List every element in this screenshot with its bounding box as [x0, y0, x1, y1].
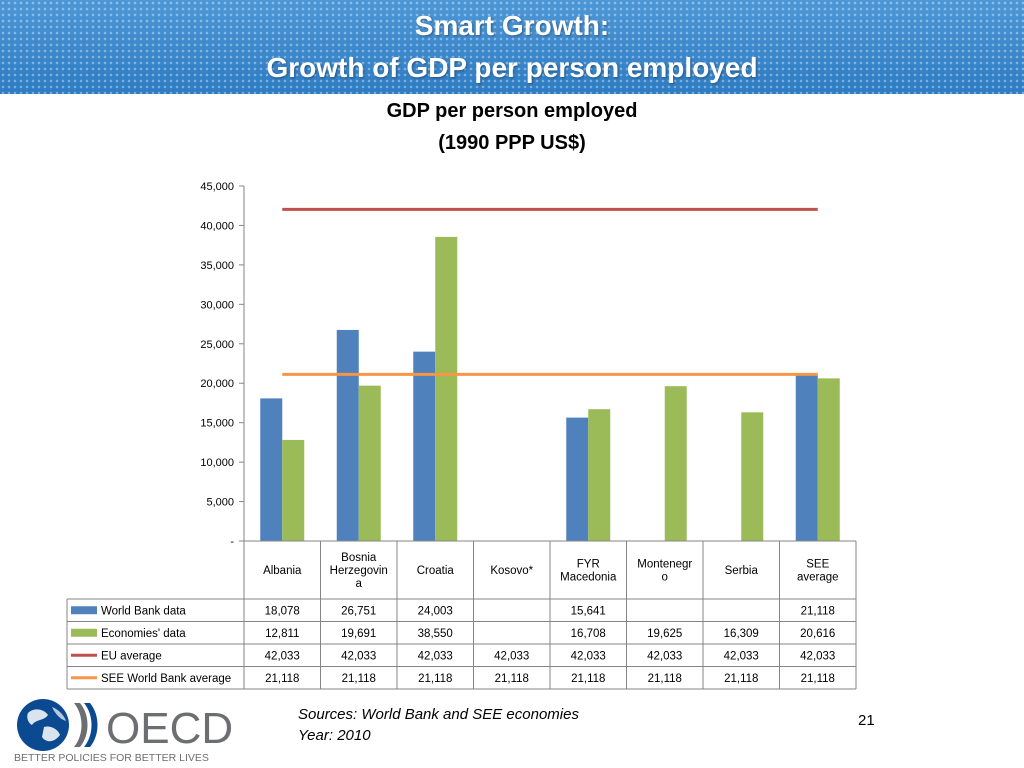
bar-world-bank-4: [566, 417, 589, 541]
category-label: Montenegr: [637, 559, 692, 571]
table-cell: 21,118: [495, 673, 529, 685]
chart-subtitle: (1990 PPP US$): [438, 132, 586, 154]
category-label: FYR: [577, 559, 600, 571]
legend-swatch-1: [71, 628, 97, 637]
bar-world-bank-1: [336, 329, 359, 541]
category-label: Kosovo*: [490, 565, 533, 577]
y-tick-label: 5,000: [206, 497, 234, 509]
category-label: Serbia: [725, 565, 759, 577]
table-cell: 42,033: [647, 650, 682, 662]
oecd-logo: OECD BETTER POLICIES FOR BETTER LIVES: [14, 699, 233, 764]
bar-economies-4: [588, 409, 611, 541]
table-cell: 21,118: [342, 673, 376, 685]
table-cell: 21,118: [571, 673, 605, 685]
bar-economies-1: [358, 385, 381, 541]
legend-entry: World Bank data: [101, 605, 186, 617]
table-cell: 42,033: [341, 650, 376, 662]
table-cell: 21,118: [265, 673, 299, 685]
y-tick-label: 15,000: [200, 418, 234, 430]
table-cell: 19,691: [341, 628, 376, 640]
table-cell: 21,118: [801, 605, 835, 617]
bar-economies-5: [664, 386, 687, 541]
category-label: Macedonia: [560, 572, 617, 584]
category-label: Herzegovin: [330, 565, 388, 577]
table-cell: 42,033: [724, 650, 759, 662]
bar-economies-0: [282, 439, 305, 541]
category-label: o: [662, 572, 668, 584]
bar-world-bank-7: [795, 374, 818, 541]
logo-tagline: BETTER POLICIES FOR BETTER LIVES: [14, 752, 209, 764]
legend-entry: SEE World Bank average: [101, 673, 231, 685]
table-cell: 12,811: [265, 628, 299, 640]
y-tick-label: 35,000: [200, 260, 234, 272]
legend-entry: Economies' data: [101, 628, 186, 640]
y-tick-label: 30,000: [200, 299, 234, 311]
page-number: 21: [858, 712, 875, 729]
y-tick-label: -: [230, 536, 234, 548]
bar-economies-7: [817, 378, 840, 541]
legend-entry: EU average: [101, 650, 162, 662]
table-cell: 42,033: [800, 650, 835, 662]
category-label: Bosnia: [341, 552, 377, 564]
table-cell: 15,641: [571, 605, 606, 617]
category-label: Croatia: [417, 565, 455, 577]
table-cell: 42,033: [265, 650, 300, 662]
table-cell: 42,033: [571, 650, 606, 662]
globe-icon: [17, 699, 69, 751]
bar-economies-2: [435, 236, 458, 541]
table-cell: 38,550: [418, 628, 453, 640]
y-tick-label: 40,000: [200, 220, 234, 232]
table-cell: 26,751: [341, 605, 376, 617]
table-cell: 16,708: [571, 628, 606, 640]
y-tick-label: 20,000: [200, 378, 234, 390]
bar-world-bank-2: [413, 351, 436, 541]
category-label: SEE: [806, 559, 829, 571]
logo-wordmark: OECD: [106, 704, 233, 753]
table-cell: 16,309: [724, 628, 759, 640]
chart-title: GDP per person employed: [387, 100, 638, 122]
table-cell: 21,118: [724, 673, 758, 685]
table-cell: 19,625: [647, 628, 682, 640]
table-cell: 21,118: [418, 673, 452, 685]
legend-swatch-0: [71, 606, 97, 615]
category-label: a: [356, 578, 363, 590]
sources-note: Sources: World Bank and SEE economies Ye…: [298, 704, 579, 746]
bar-world-bank-0: [260, 398, 283, 541]
slide-title-line1: Smart Growth:: [414, 10, 610, 41]
table-cell: 42,033: [494, 650, 529, 662]
slide-header: Smart Growth: Growth of GDP per person e…: [0, 0, 1024, 94]
bar-economies-6: [741, 412, 764, 541]
table-cell: 20,616: [800, 628, 835, 640]
table-cell: 42,033: [418, 650, 453, 662]
table-cell: 18,078: [265, 605, 300, 617]
table-cell: 21,118: [648, 673, 682, 685]
table-cell: 24,003: [418, 605, 453, 617]
y-tick-label: 10,000: [200, 457, 234, 469]
sources-line: Sources: World Bank and SEE economies: [298, 706, 579, 723]
slide-title-line2: Growth of GDP per person employed: [266, 52, 758, 83]
year-line: Year: 2010: [298, 727, 371, 744]
y-tick-label: 25,000: [200, 339, 234, 351]
gdp-chart: GDP per person employed (1990 PPP US$) - 5,…: [66, 100, 857, 690]
category-label: average: [797, 572, 839, 584]
table-cell: 21,118: [801, 673, 835, 685]
y-tick-label: 45,000: [200, 181, 234, 193]
category-label: Albania: [263, 565, 302, 577]
